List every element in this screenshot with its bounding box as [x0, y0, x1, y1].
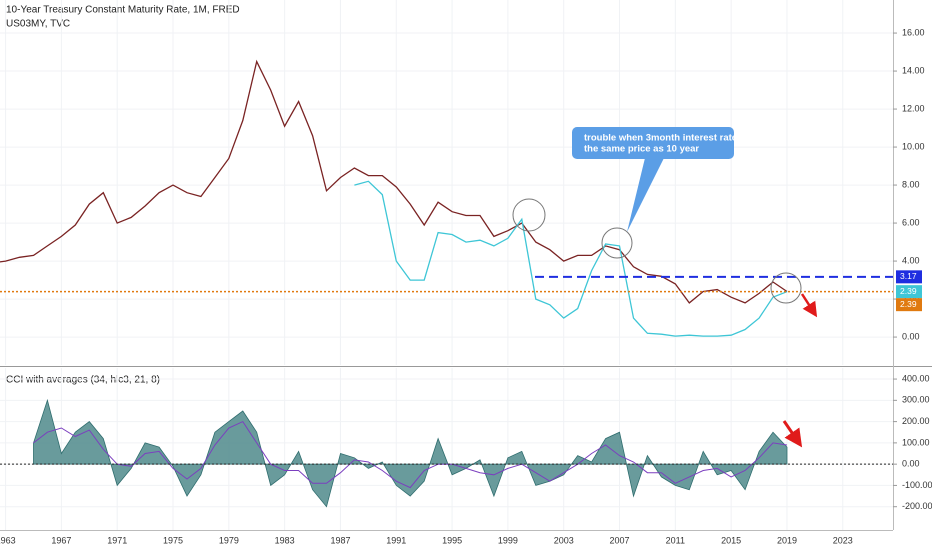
x-tick-label: 1999 [498, 535, 518, 545]
price-label: 2.39 [900, 299, 917, 309]
highlight-circle [512, 198, 546, 232]
price-label: 3.17 [900, 271, 917, 281]
x-tick-label: 1995 [442, 535, 462, 545]
x-tick-label: 2003 [554, 535, 574, 545]
down-arrow [782, 420, 803, 448]
price-label-box [896, 285, 922, 299]
x-tick-label: 2023 [833, 535, 853, 545]
callout-box [572, 127, 734, 159]
y-tick-label: -200.00 [902, 501, 932, 511]
price-pane: 0.002.004.006.008.0010.0012.0014.0016.00… [0, 0, 925, 365]
y-tick-label: 14.00 [902, 65, 925, 75]
down-arrow [800, 293, 818, 318]
y-tick-label: 200.00 [902, 416, 930, 426]
x-tick-label: 2015 [721, 535, 741, 545]
chart-title: 10-Year Treasury Constant Maturity Rate,… [6, 5, 240, 16]
average-line [33, 420, 788, 489]
x-tick-label: 2011 [666, 535, 685, 545]
y-tick-label: 0.00 [902, 459, 920, 469]
x-tick-label: 1991 [386, 535, 406, 545]
y-tick-label: 10.00 [902, 141, 925, 151]
y-tick-label: 6.00 [902, 217, 920, 227]
y-tick-label: 300.00 [902, 395, 930, 405]
highlight-circle [770, 272, 802, 304]
chart-subtitle: US03MY, TVC [6, 19, 70, 30]
highlight-circle [601, 227, 633, 259]
x-tick-label: 1963 [0, 535, 16, 545]
y-tick-label: 8.00 [902, 179, 920, 189]
annotations: trouble when 3month interest rates the s… [512, 127, 818, 448]
x-tick-label: 2007 [610, 535, 630, 545]
callout-text: the same price as 10 year [584, 144, 699, 155]
indicator-pane: -200.00 -100.00 0.00 100.00 200.00 300.00 400.… [0, 368, 932, 530]
callout-pointer [627, 158, 664, 232]
indicator-title: CCI with averages (34, hlc3, 21, 8) [6, 375, 160, 386]
callout-text: trouble when 3month interest rates [584, 133, 742, 144]
cci-area [33, 398, 788, 508]
x-tick-label: 1975 [163, 535, 183, 545]
price-label: 2.39 [900, 286, 917, 296]
x-tick-label: 1971 [107, 535, 127, 545]
y-tick-label: 12.00 [902, 103, 925, 113]
x-tick-label: 1987 [330, 535, 350, 545]
y-tick-label: 4.00 [902, 255, 920, 265]
x-tick-label: 2019 [777, 535, 797, 545]
price-label-box [896, 270, 922, 284]
x-tick-label: 1983 [275, 535, 295, 545]
series-line [0, 59, 788, 304]
price-label-box [896, 298, 922, 312]
x-tick-label: 1979 [219, 535, 239, 545]
series-line [354, 180, 788, 337]
y-tick-label: 0.00 [902, 331, 920, 341]
x-tick-label: 1967 [51, 535, 71, 545]
y-tick-label: 100.00 [902, 437, 930, 447]
y-tick-label: 16.00 [902, 27, 925, 37]
y-tick-label: 400.00 [902, 373, 930, 383]
y-tick-label: -100.00 [902, 480, 932, 490]
